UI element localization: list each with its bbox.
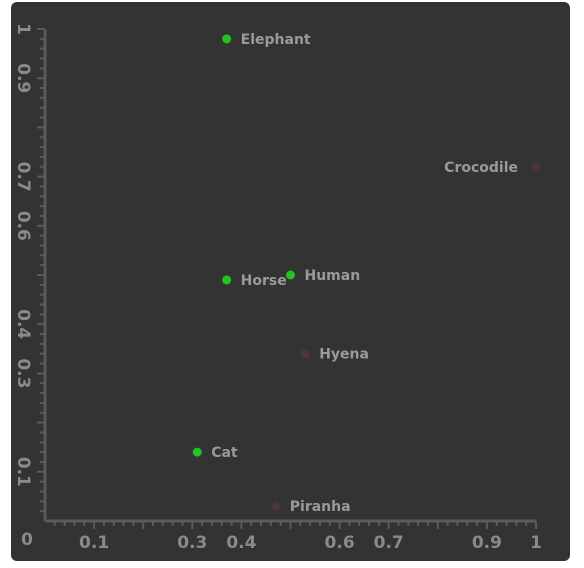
y-axis-ticks [37, 28, 45, 513]
y-tick-label: 1 [13, 23, 33, 35]
x-tick-label: 0.4 [226, 533, 256, 553]
x-axis-tick-labels: 0 0.1 0.3 0.4 0.6 0.7 0.9 1 [21, 530, 542, 553]
point-label-crocodile: Crocodile [444, 160, 518, 176]
y-axis-tick-labels: 1 0.9 0.7 0.6 0.4 0.3 0.1 [13, 23, 33, 487]
x-axis-ticks [53, 521, 537, 529]
x-tick-label: 0.3 [177, 533, 207, 553]
x-tick-label: 0.7 [374, 533, 404, 553]
y-tick-label: 0.1 [13, 457, 33, 487]
data-points: Elephant Crocodile Human Horse Hyena Cat Piran… [192, 32, 541, 515]
point-label-horse: Horse [241, 273, 287, 289]
point-piranha [271, 501, 281, 511]
point-crocodile [531, 162, 541, 172]
point-horse [222, 275, 232, 285]
scatter-chart: 0 0.1 0.3 0.4 0.6 0.7 0.9 1 1 0.9 0.7 0.6 0.4 0.3 0.1… [13, 23, 542, 553]
x-tick-label: 0 [21, 530, 33, 550]
point-label-cat: Cat [211, 445, 238, 461]
point-label-hyena: Hyena [319, 347, 369, 363]
y-tick-label: 0.4 [13, 309, 33, 339]
y-tick-label: 0.6 [13, 211, 33, 241]
point-label-piranha: Piranha [290, 499, 351, 515]
x-tick-label: 0.9 [472, 533, 502, 553]
point-elephant [222, 34, 232, 44]
x-tick-label: 0.1 [79, 533, 109, 553]
y-tick-label: 0.3 [13, 358, 33, 388]
x-tick-label: 1 [530, 533, 542, 553]
point-label-elephant: Elephant [241, 32, 311, 48]
point-hyena [300, 349, 310, 359]
chart-panel: 0 0.1 0.3 0.4 0.6 0.7 0.9 1 1 0.9 0.7 0.6 0.4 0.3 0.1… [11, 2, 570, 561]
point-human [286, 270, 295, 280]
y-tick-label: 0.7 [13, 162, 33, 192]
point-cat [192, 447, 202, 457]
y-tick-label: 0.9 [13, 63, 33, 93]
point-label-human: Human [305, 268, 361, 284]
x-tick-label: 0.6 [325, 533, 355, 553]
